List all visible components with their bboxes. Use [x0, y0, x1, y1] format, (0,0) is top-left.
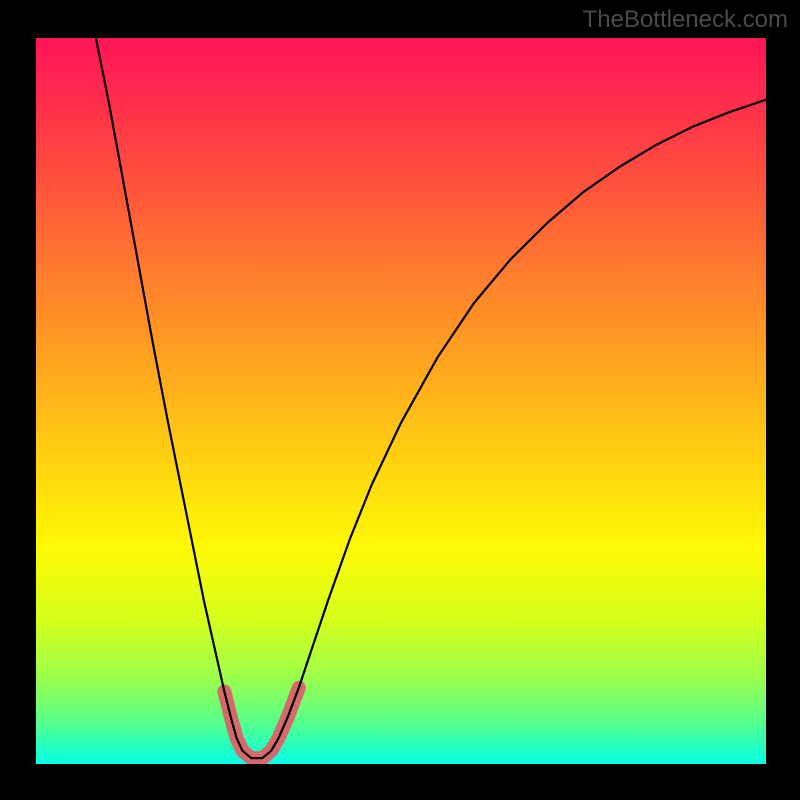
watermark-text: TheBottleneck.com — [583, 6, 788, 34]
chart-svg — [36, 38, 766, 764]
chart-plot-area — [36, 38, 766, 764]
chart-background-gradient — [36, 38, 766, 764]
